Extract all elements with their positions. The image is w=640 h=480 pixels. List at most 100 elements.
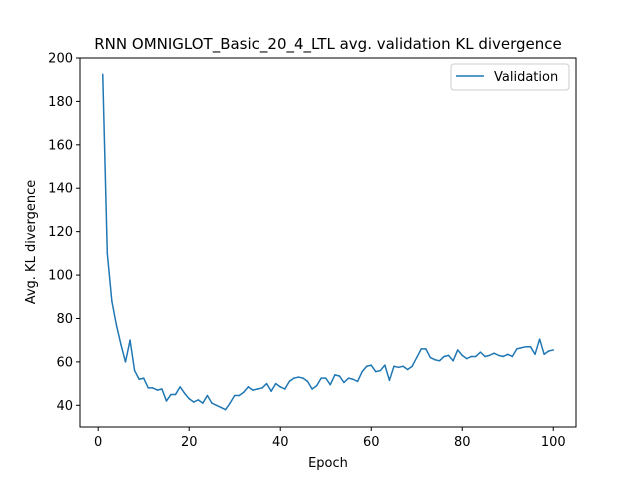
data-point	[438, 360, 441, 362]
data-point	[425, 348, 427, 350]
data-point	[520, 347, 523, 349]
data-point	[538, 338, 541, 340]
data-point	[252, 389, 254, 391]
data-point	[238, 394, 241, 397]
data-point	[142, 377, 145, 379]
data-point	[434, 358, 436, 361]
x-tick-label: 80	[454, 435, 471, 450]
data-point	[361, 370, 363, 373]
data-point	[547, 350, 550, 352]
data-point	[274, 382, 277, 385]
data-point	[156, 389, 159, 391]
x-tick-label: 20	[181, 435, 198, 450]
data-point	[179, 386, 181, 388]
data-point	[334, 374, 336, 376]
x-tick-label: 100	[541, 435, 566, 450]
x-tick-label: 60	[363, 435, 380, 450]
y-axis: 40 60 80 100 120 140 160 180 200	[48, 52, 80, 414]
x-tick-label: 40	[272, 435, 289, 450]
data-point	[270, 390, 272, 392]
data-point	[320, 377, 322, 379]
data-point	[393, 365, 395, 367]
data-point	[347, 377, 350, 379]
data-point	[466, 357, 468, 360]
data-point	[406, 368, 409, 371]
data-point	[420, 348, 423, 350]
data-point	[525, 345, 527, 348]
data-point	[302, 377, 304, 379]
y-tick-label: 120	[48, 225, 73, 240]
data-point	[338, 375, 341, 377]
data-point	[215, 404, 218, 407]
data-point	[365, 365, 368, 367]
data-point	[197, 399, 200, 401]
data-point	[461, 354, 463, 357]
y-tick-label: 60	[56, 355, 73, 370]
data-point	[206, 394, 209, 397]
data-point	[384, 364, 386, 366]
data-point	[306, 380, 309, 383]
y-tick-label: 80	[56, 312, 73, 327]
data-point	[324, 377, 327, 379]
data-point	[138, 378, 140, 380]
data-point	[488, 354, 491, 357]
data-point	[265, 382, 268, 385]
data-point	[183, 392, 186, 395]
data-point	[370, 364, 372, 366]
data-point	[279, 386, 281, 388]
data-point	[202, 402, 204, 404]
y-tick-label: 160	[48, 138, 73, 153]
data-point	[152, 387, 154, 389]
data-point	[111, 300, 113, 302]
data-point	[256, 388, 259, 390]
data-point	[415, 356, 418, 359]
chart-title: RNN OMNIGLOT_Basic_20_4_LTL avg. validat…	[94, 35, 562, 54]
legend-label-validation: Validation	[494, 70, 558, 85]
x-axis-label: Epoch	[308, 456, 348, 471]
data-point	[511, 355, 514, 358]
data-point	[211, 402, 213, 404]
data-point	[115, 324, 118, 326]
data-point	[479, 351, 482, 353]
data-point	[379, 369, 382, 372]
data-point	[452, 360, 454, 362]
data-point	[534, 353, 536, 356]
data-point	[188, 398, 190, 400]
data-point	[120, 343, 122, 346]
data-point	[233, 394, 236, 397]
data-point	[311, 388, 313, 390]
data-point	[243, 391, 245, 394]
data-point	[375, 370, 377, 373]
data-point	[106, 252, 109, 255]
data-point	[124, 361, 127, 363]
data-point	[293, 377, 295, 379]
data-point	[133, 369, 136, 372]
y-tick-label: 40	[56, 399, 73, 414]
data-point	[343, 381, 345, 384]
data-point	[402, 365, 404, 367]
data-point	[129, 339, 131, 341]
data-point	[447, 354, 450, 357]
data-point	[502, 355, 504, 358]
y-tick-label: 140	[48, 182, 73, 197]
data-point	[288, 380, 291, 383]
data-point	[170, 393, 172, 396]
data-point	[484, 355, 486, 358]
data-point	[193, 401, 195, 403]
data-point	[456, 349, 459, 351]
data-point	[297, 376, 300, 378]
y-tick-label: 200	[48, 52, 73, 67]
data-point	[506, 353, 509, 356]
data-point	[397, 366, 400, 369]
data-point	[224, 408, 227, 411]
data-point	[284, 388, 286, 390]
y-axis-label: Avg. KL divergence	[24, 180, 39, 305]
data-point	[516, 348, 518, 350]
x-tick-label: 0	[94, 435, 102, 450]
validation-series-line	[102, 74, 554, 411]
data-point	[529, 345, 532, 348]
data-point	[220, 406, 222, 409]
data-point	[174, 393, 177, 396]
data-point	[165, 400, 168, 402]
